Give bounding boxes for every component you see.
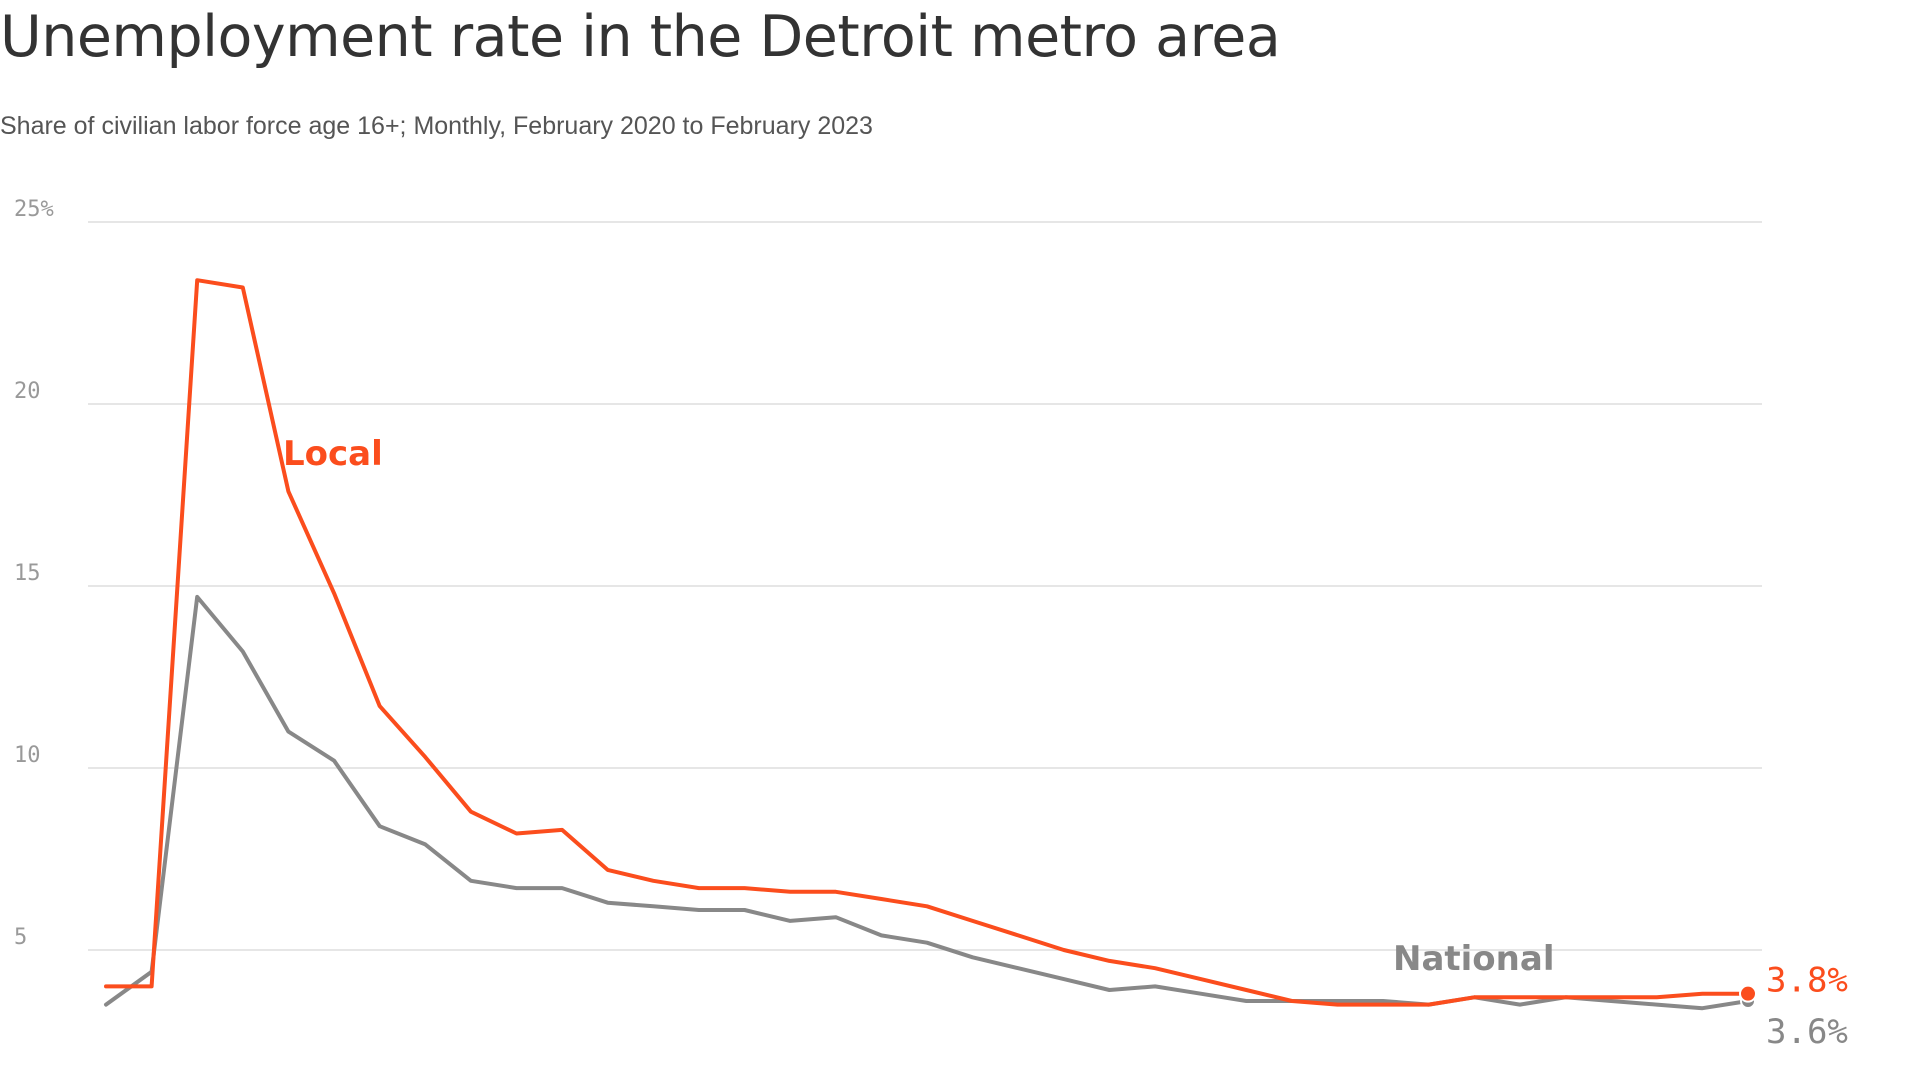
series-label-local: Local <box>283 434 383 474</box>
end-point-local <box>1739 984 1757 1003</box>
grid: 25% 20 15 10 5 <box>14 197 1762 951</box>
series-line-local <box>104 278 1750 1007</box>
series-lines <box>104 278 1757 1011</box>
y-tick-label: 5 <box>14 925 27 950</box>
series-label-national: National <box>1393 939 1554 979</box>
y-tick-label: 10 <box>14 743 41 768</box>
y-tick-label: 25% <box>14 197 54 222</box>
end-label-national: 3.6% <box>1766 1012 1848 1052</box>
end-label-local: 3.8% <box>1766 961 1848 1001</box>
y-tick-label: 15 <box>14 561 41 586</box>
labels: Local National 3.8% 3.6% <box>283 434 1848 1052</box>
chart-subtitle: Share of civilian labor force age 16+; M… <box>0 112 873 140</box>
y-tick-label: 20 <box>14 379 41 404</box>
chart-title: Unemployment rate in the Detroit metro a… <box>0 4 1281 70</box>
